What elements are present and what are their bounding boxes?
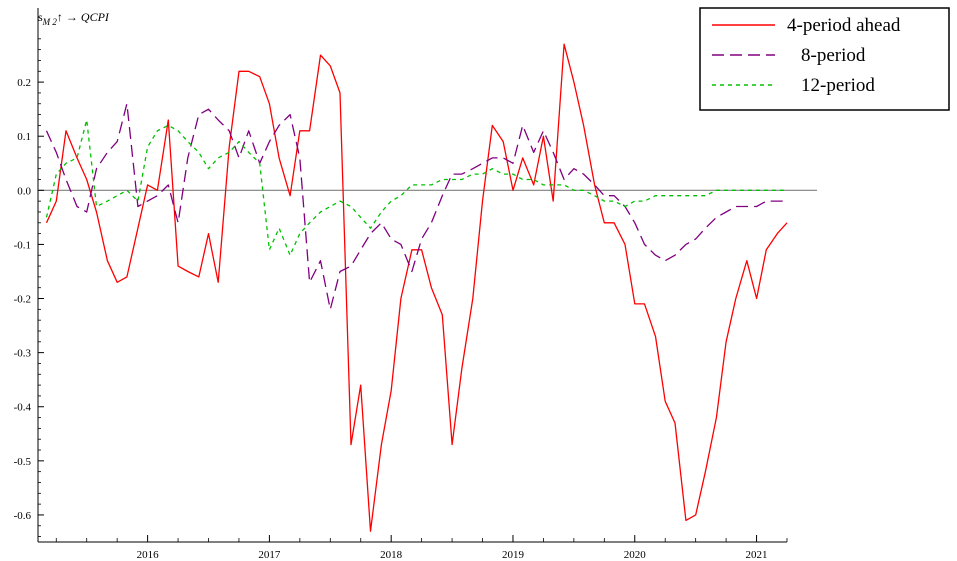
legend-label-3: 12-period — [801, 75, 875, 96]
x-tick-label: 2021 — [746, 549, 768, 561]
legend-label-1: 4-period ahead — [787, 15, 901, 36]
y-tick-label: -0.6 — [14, 510, 32, 522]
x-tick-label: 2020 — [624, 549, 647, 561]
y-tick-label: -0.3 — [14, 348, 32, 360]
y-tick-label: -0.5 — [14, 456, 32, 468]
chart-title: sM 2↑ → QCPI — [38, 10, 110, 27]
series-line-3 — [45, 119, 787, 256]
y-tick-label: 0.2 — [17, 77, 31, 89]
axes: 0.2 0.1 0.0 -0.1 -0.2 -0.3 -0.4 -0.5 -0.6 2016 201… — [14, 8, 817, 561]
y-tick-label: -0.1 — [14, 239, 31, 251]
legend-label-2: 8-period — [801, 45, 866, 66]
x-tick-label: 2017 — [258, 549, 281, 561]
y-tick-label: 0.0 — [17, 185, 31, 197]
series-line-1 — [45, 43, 788, 532]
series-line-2 — [45, 103, 787, 310]
y-tick-label: -0.2 — [14, 294, 31, 306]
x-tick-label: 2019 — [502, 549, 525, 561]
x-tick-label: 2016 — [137, 549, 160, 561]
y-tick-label: 0.1 — [17, 131, 31, 143]
series-layer — [45, 43, 788, 532]
y-tick-label: -0.4 — [14, 402, 32, 414]
legend: 4-period ahead 8-period 12-period — [699, 7, 950, 111]
x-tick-label: 2018 — [380, 549, 403, 561]
